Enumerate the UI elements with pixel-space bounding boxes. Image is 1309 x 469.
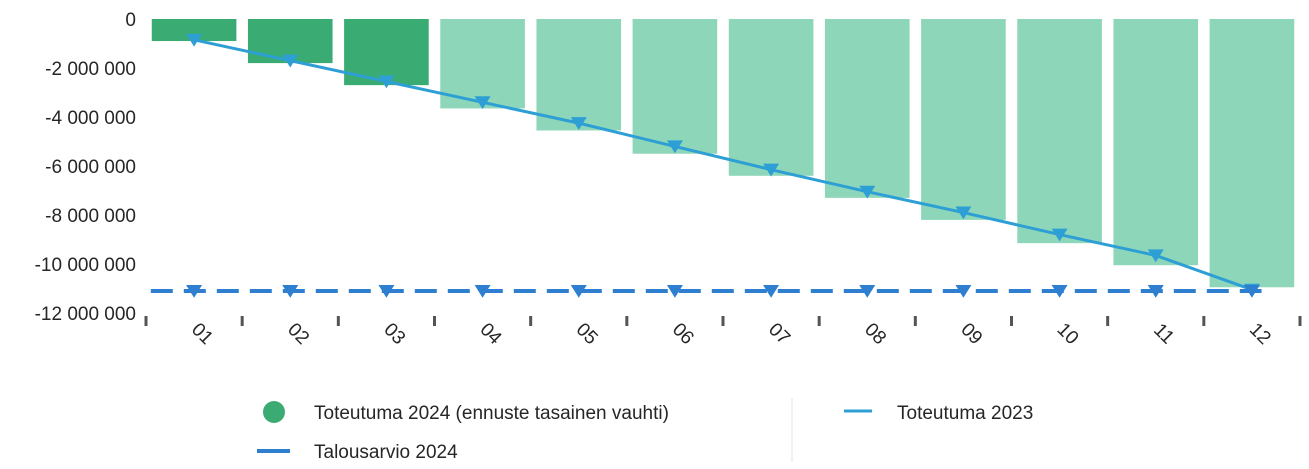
marker-2023-09 — [955, 206, 972, 220]
x-tick-label: 03 — [379, 319, 409, 349]
bar-04 — [440, 19, 525, 109]
marker-budget-11 — [1147, 284, 1164, 298]
axes-group: 0 -2 000 000 -4 000 000 -6 000 000 -8 000 00… — [35, 10, 1302, 349]
marker-budget-01 — [186, 284, 203, 298]
y-tick-label: -12 000 000 — [35, 304, 136, 325]
legend: Toteutuma 2024 (ennuste tasainen vauhti)… — [257, 398, 1033, 463]
marker-budget-12 — [1243, 284, 1260, 298]
line-2023 — [193, 38, 1253, 292]
y-tick-label: -6 000 000 — [45, 157, 136, 178]
bar-05 — [536, 19, 622, 131]
y-tick-label: -10 000 000 — [35, 255, 136, 276]
bar-07 — [728, 19, 814, 176]
y-tick-label: -4 000 000 — [45, 108, 136, 129]
marker-budget-07 — [763, 284, 780, 298]
marker-2023-02 — [282, 54, 299, 68]
legend-label-2023: Toteutuma 2023 — [897, 403, 1033, 424]
x-tick-label: 02 — [283, 319, 313, 349]
x-tick-label: 06 — [668, 319, 698, 349]
marker-2023-10 — [1051, 228, 1068, 242]
marker-2023-05 — [570, 117, 587, 130]
bar-09 — [921, 19, 1006, 220]
bar-10 — [1017, 19, 1102, 244]
bar-11 — [1113, 19, 1199, 266]
bar-01 — [151, 19, 237, 42]
x-tick-label: 07 — [764, 319, 794, 349]
marker-2023-11 — [1147, 249, 1164, 263]
y-tick-label: -2 000 000 — [45, 59, 136, 80]
bar-06 — [632, 19, 718, 154]
marker-budget-05 — [570, 284, 587, 298]
x-tick-label: 09 — [956, 319, 986, 349]
marker-2023-06 — [666, 140, 683, 154]
marker-2023-04 — [474, 96, 491, 110]
bars-group — [151, 19, 1295, 288]
x-tick-label: 08 — [860, 319, 890, 349]
x-tick-label: 10 — [1053, 319, 1083, 349]
y-tick-label: -8 000 000 — [45, 206, 136, 227]
marker-2023-08 — [859, 185, 876, 199]
legend-label-budget: Talousarvio 2024 — [314, 442, 458, 463]
x-tick-label: 05 — [572, 319, 602, 349]
bar-12 — [1209, 19, 1295, 288]
marker-2023-07 — [763, 163, 780, 177]
x-tick-label: 04 — [476, 319, 506, 349]
marker-budget-06 — [666, 284, 683, 298]
x-tick-label: 12 — [1245, 319, 1275, 349]
marker-2023-01 — [186, 33, 203, 47]
legend-circle-icon — [263, 401, 285, 423]
bar-08 — [824, 19, 910, 198]
marker-budget-03 — [378, 284, 395, 298]
marker-budget-10 — [1051, 284, 1068, 298]
legend-label-2024: Toteutuma 2024 (ennuste tasainen vauhti) — [314, 403, 669, 424]
marker-budget-02 — [282, 284, 299, 298]
marker-budget-04 — [474, 284, 491, 298]
budget-line-group — [150, 284, 1262, 298]
marker-budget-08 — [859, 284, 876, 298]
marker-2023-03 — [378, 75, 395, 89]
y-tick-label: 0 — [125, 10, 136, 31]
x-tick-label: 01 — [187, 319, 217, 349]
marker-budget-09 — [955, 284, 972, 298]
x-tick-label: 11 — [1149, 320, 1178, 349]
